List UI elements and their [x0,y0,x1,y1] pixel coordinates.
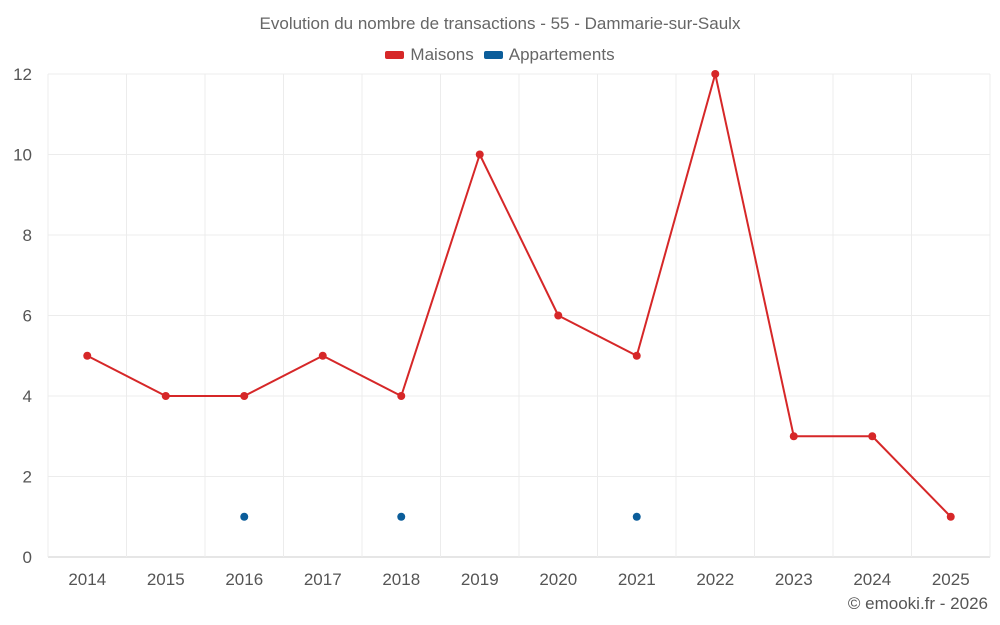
x-tick-label: 2022 [696,570,734,589]
data-point-appartements [632,512,641,521]
data-point-maisons [83,351,92,360]
chart-title: Evolution du nombre de transactions - 55… [259,14,741,33]
data-point-appartements [240,512,249,521]
data-point-maisons [868,432,877,441]
data-point-maisons [161,392,170,400]
data-point-maisons [475,150,484,159]
y-tick-label: 4 [23,387,32,406]
x-tick-label: 2017 [304,570,342,589]
series-line-maisons [871,435,952,518]
series-line-maisons [478,154,560,316]
legend-swatch-maisons [385,51,405,59]
x-tick-label: 2018 [382,570,420,589]
legend-item-maisons[interactable]: Maisons [385,45,474,65]
data-point-maisons [318,351,327,360]
x-tick-label: 2016 [225,570,263,589]
legend-label-maisons: Maisons [410,45,474,64]
series-line-maisons [322,354,402,397]
y-tick-label: 10 [13,146,32,165]
y-tick-label: 0 [23,548,32,567]
series-line-maisons [557,314,638,357]
legend: Maisons Appartements [0,45,1000,65]
series-line-maisons [635,73,717,357]
series-line-maisons [400,154,481,397]
series-line-maisons [243,354,324,397]
y-tick-label: 12 [13,65,32,84]
data-point-maisons [397,392,406,400]
data-point-maisons [711,70,720,78]
y-tick-label: 2 [23,468,32,487]
x-tick-label: 2014 [68,570,106,589]
series-line-maisons [714,73,795,437]
x-tick-label: 2024 [853,570,891,589]
x-tick-label: 2023 [775,570,813,589]
x-tick-label: 2021 [618,570,656,589]
data-point-appartements [397,512,406,521]
data-point-maisons [789,432,798,441]
legend-item-appartements[interactable]: Appartements [483,45,615,65]
data-point-maisons [946,512,955,521]
data-point-maisons [632,351,641,360]
credit-text: © emooki.fr - 2026 [847,594,988,613]
data-point-maisons [240,392,249,400]
x-tick-label: 2015 [147,570,185,589]
series-line-maisons [86,354,167,397]
legend-label-appartements: Appartements [508,45,615,64]
x-tick-label: 2019 [461,570,499,589]
legend-swatch-appartements [483,51,503,59]
x-tick-label: 2020 [539,570,577,589]
data-point-maisons [554,311,563,320]
x-tick-label: 2025 [932,570,970,589]
y-tick-label: 6 [23,307,32,326]
y-tick-label: 8 [23,226,32,245]
